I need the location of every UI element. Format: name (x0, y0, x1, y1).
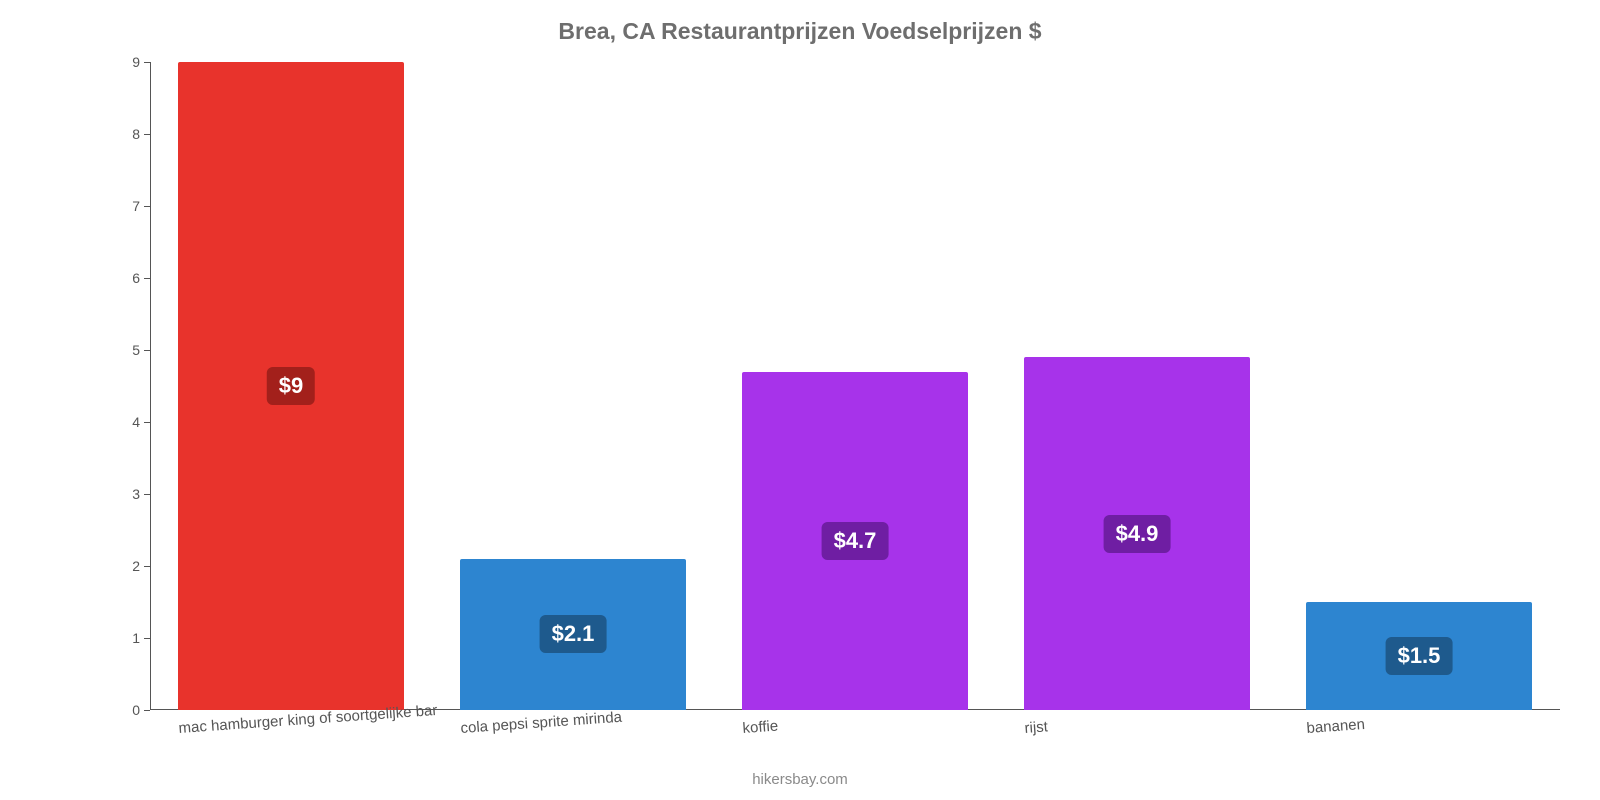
y-tick-mark (144, 278, 150, 279)
x-category-label: cola pepsi sprite mirinda (460, 709, 623, 737)
y-tick-mark (144, 494, 150, 495)
y-tick-label: 3 (132, 486, 140, 502)
y-tick-mark (144, 422, 150, 423)
bar-value-badge: $4.7 (822, 522, 889, 560)
y-tick-label: 0 (132, 702, 140, 718)
y-tick-label: 7 (132, 198, 140, 214)
y-tick-label: 5 (132, 342, 140, 358)
credit-text: hikersbay.com (0, 771, 1600, 788)
y-tick-mark (144, 566, 150, 567)
y-tick-label: 4 (132, 414, 140, 430)
bar-value-badge: $9 (267, 367, 315, 405)
bar-value-badge: $4.9 (1104, 515, 1171, 553)
y-tick-label: 6 (132, 270, 140, 286)
x-category-label: bananen (1306, 716, 1365, 737)
y-tick-mark (144, 350, 150, 351)
plot-area: 0123456789$9mac hamburger king of soortg… (150, 62, 1560, 710)
y-axis-line (150, 62, 151, 710)
x-category-label: rijst (1024, 718, 1048, 737)
y-tick-mark (144, 62, 150, 63)
y-tick-mark (144, 206, 150, 207)
bar-value-badge: $2.1 (540, 615, 607, 653)
y-tick-label: 1 (132, 630, 140, 646)
y-tick-mark (144, 134, 150, 135)
y-tick-mark (144, 710, 150, 711)
chart-title: Brea, CA Restaurantprijzen Voedselprijze… (0, 18, 1600, 45)
bar-value-badge: $1.5 (1386, 637, 1453, 675)
y-tick-label: 8 (132, 126, 140, 142)
y-tick-label: 9 (132, 54, 140, 70)
y-tick-mark (144, 638, 150, 639)
x-category-label: koffie (742, 718, 779, 737)
chart-container: Brea, CA Restaurantprijzen Voedselprijze… (0, 0, 1600, 800)
y-tick-label: 2 (132, 558, 140, 574)
